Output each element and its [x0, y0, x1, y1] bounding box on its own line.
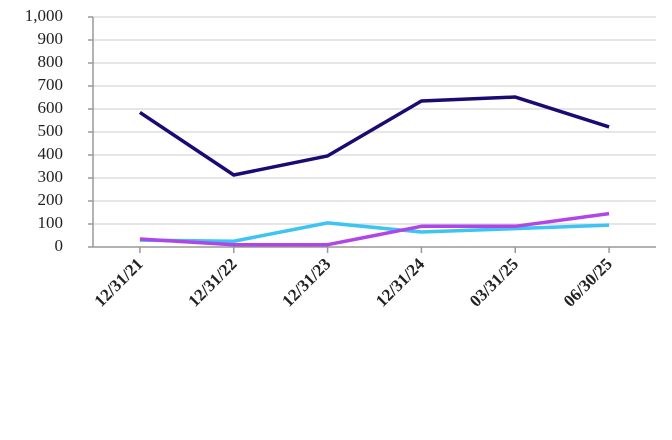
- y-tick-label: 400: [38, 144, 64, 163]
- x-tick-label: 12/31/22: [184, 254, 240, 310]
- x-tick-label: 12/31/24: [372, 254, 429, 311]
- y-tick-label: 600: [38, 98, 64, 117]
- x-tick-label: 12/31/21: [91, 254, 147, 310]
- y-tick-label: 100: [38, 213, 64, 232]
- y-tick-label: 700: [38, 75, 64, 94]
- x-tick-label: 12/31/23: [278, 254, 334, 310]
- y-tick-label: 900: [38, 29, 64, 48]
- x-tick-label: 03/31/25: [466, 254, 522, 310]
- series-line: [138, 95, 610, 177]
- y-tick-label: 200: [38, 190, 64, 209]
- y-tick-label: 300: [38, 167, 64, 186]
- x-tick-label: 06/30/25: [560, 254, 616, 310]
- y-tick-label: 1,000: [25, 6, 63, 25]
- y-tick-label: 800: [38, 52, 64, 71]
- series-line: [139, 211, 610, 247]
- y-tick-label: 500: [38, 121, 64, 140]
- y-tick-label: 0: [55, 236, 64, 255]
- series-line: [139, 221, 610, 243]
